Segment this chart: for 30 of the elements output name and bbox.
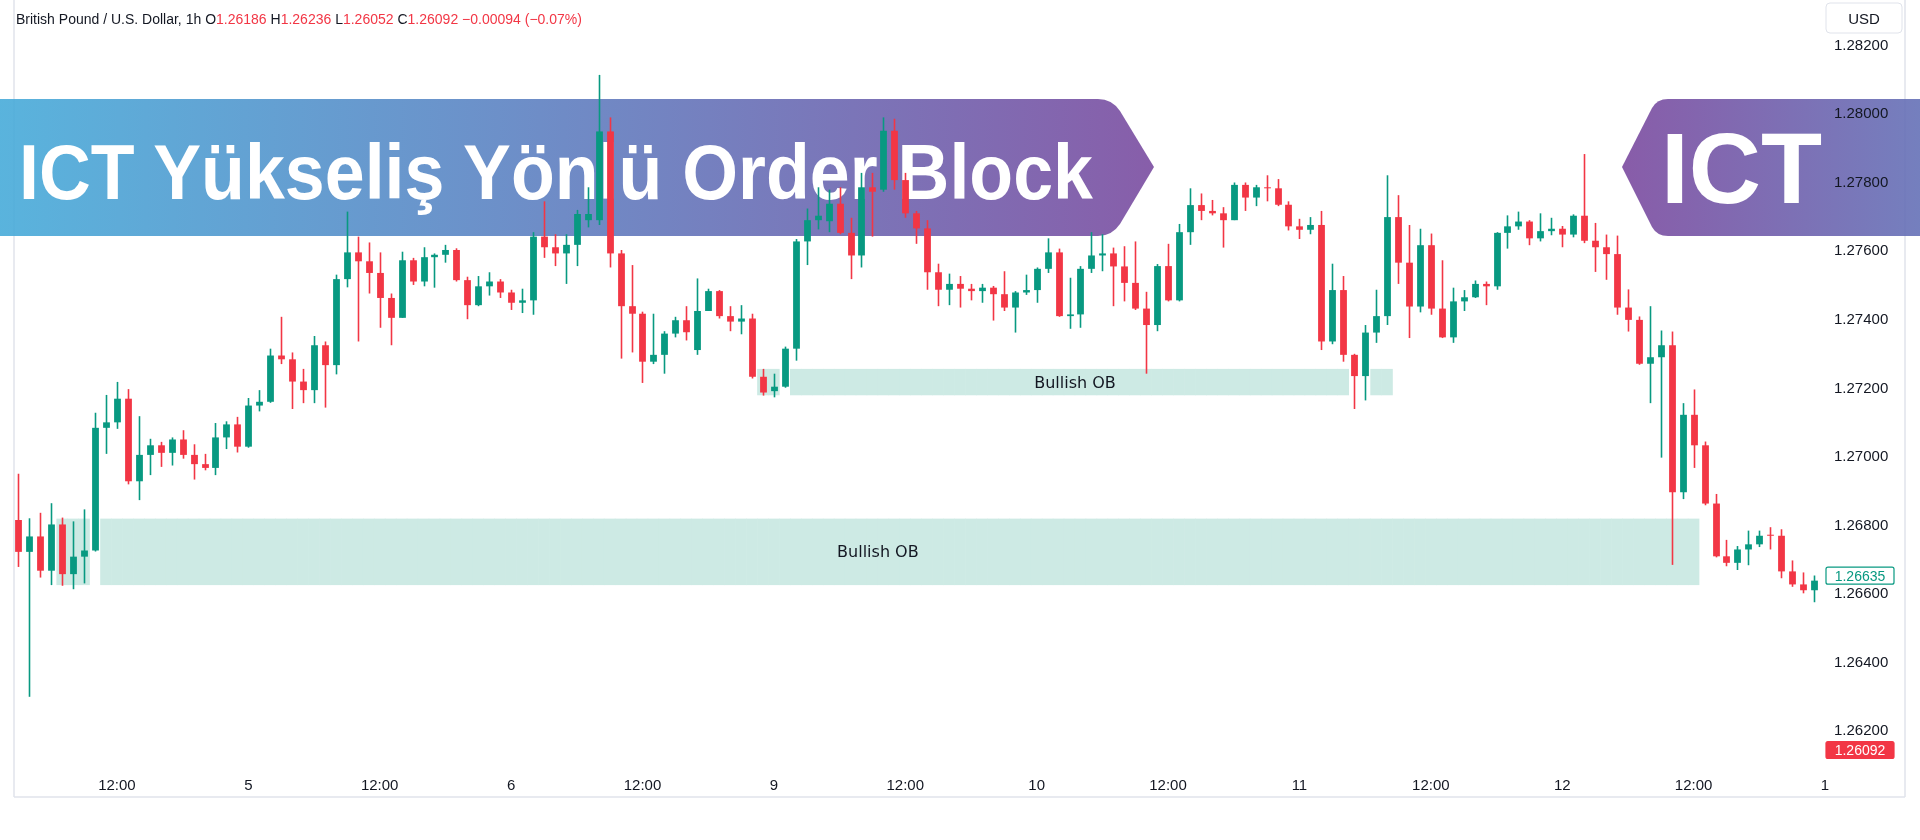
x-tick-label: 10: [1028, 775, 1045, 793]
y-tick-label: 1.27600: [1834, 241, 1889, 259]
y-axis-title: USD: [1848, 9, 1880, 27]
x-tick-label: 6: [506, 775, 516, 793]
x-tick-label: 9: [769, 775, 779, 793]
y-tick-label: 1.28000: [1834, 104, 1889, 122]
x-tick-label: 5: [244, 775, 253, 793]
annotation: ICT: [1660, 112, 1822, 224]
text: British Pound / U.S. Dollar, 1h O1.26186 H1.26236 L1.26052 C1.26092 −0.00094 (−0.07%): [16, 11, 582, 27]
x-tick-label: 1: [1820, 775, 1830, 793]
y-tick-label: 1.27800: [1834, 172, 1889, 190]
y-tick-label: 1.27400: [1834, 310, 1889, 328]
text: 1.26635: [1834, 567, 1886, 584]
x-tick-label: 11: [1291, 775, 1308, 793]
text: 1.26092: [1834, 742, 1886, 758]
y-tick-label: 1.28200: [1834, 35, 1889, 53]
y-tick-label: 1.26400: [1834, 652, 1889, 670]
x-tick-label: 12: [1553, 775, 1571, 793]
x-tick-label: 12:00: [360, 775, 399, 793]
x-tick-label: 12:00: [1149, 775, 1187, 793]
x-tick-label: 12:00: [886, 775, 925, 793]
y-tick-label: 1.27000: [1834, 447, 1889, 465]
x-tick-label: 12:00: [1412, 775, 1450, 793]
x-tick-label: 12:00: [98, 775, 136, 793]
y-tick-label: 1.26600: [1834, 584, 1889, 602]
y-tick-label: 1.26200: [1834, 721, 1889, 739]
y-tick-label: 1.27200: [1834, 378, 1889, 396]
x-tick-label: 12:00: [1674, 775, 1713, 793]
y-tick-label: 1.26800: [1834, 515, 1889, 533]
x-tick-label: 12:00: [623, 775, 662, 793]
